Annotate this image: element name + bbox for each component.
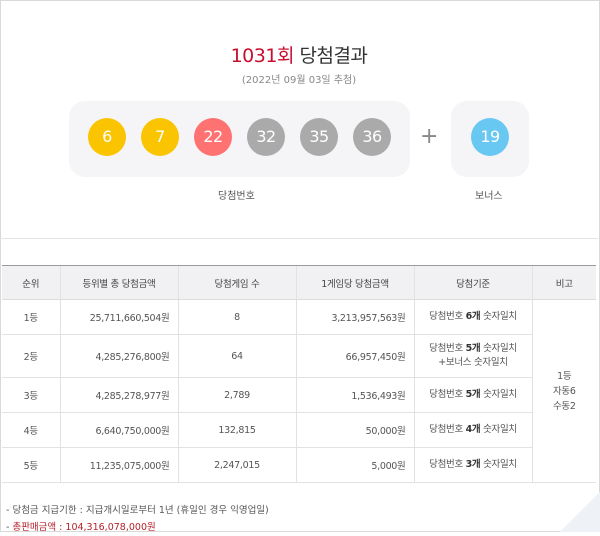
- prize-per-game-cell: 66,957,450원: [295, 334, 414, 378]
- criteria-suffix: 숫자일치: [480, 389, 517, 400]
- remark-line: 1등: [557, 370, 572, 382]
- winning-numbers-label: 당첨번호: [218, 191, 255, 202]
- payment-deadline-note: 당첨금 지급기한 : 지급개시일로부터 1년 (휴일인 경우 익영업일): [12, 505, 269, 516]
- table-header-row: 순위 등위별 총 당첨금액 당첨게임 수 1게임당 당첨금액 당첨기준 비고: [2, 265, 596, 300]
- remark-line: 수동2: [552, 400, 576, 412]
- criteria-cell: 당첨번호 6개 숫자일치: [413, 299, 532, 335]
- criteria-prefix: 당첨번호: [429, 343, 466, 354]
- winner-count-cell: 132,815: [177, 412, 296, 448]
- col-header-remark: 비고: [531, 265, 596, 300]
- table-row: 4등 6,640,750,000원 132,815 50,000원 당첨번호 4…: [2, 412, 596, 448]
- winning-ball: 6: [88, 118, 126, 156]
- winner-count-cell: 2,789: [177, 377, 296, 413]
- col-header-total-prize: 등위별 총 당첨금액: [59, 265, 178, 300]
- criteria-suffix: 숫자일치: [480, 424, 517, 435]
- winning-ball: 22: [194, 118, 232, 156]
- criteria-count: 5개: [465, 389, 481, 400]
- criteria-cell: 당첨번호 3개 숫자일치: [413, 447, 532, 483]
- page-title: 1031회 당첨결과: [0, 41, 598, 68]
- remark-cell: 1등 자동6 수동2: [531, 299, 596, 483]
- criteria-prefix: 당첨번호: [429, 459, 466, 470]
- criteria-count: 6개: [465, 311, 481, 322]
- rank-cell: 2등: [2, 334, 60, 378]
- winning-ball: 32: [247, 118, 285, 156]
- prize-table: 순위 등위별 총 당첨금액 당첨게임 수 1게임당 당첨금액 당첨기준 비고 1…: [2, 265, 596, 483]
- table-row: 2등 4,285,276,800원 64 66,957,450원 당첨번호 5개…: [2, 334, 596, 378]
- table-row: 5등 11,235,075,000원 2,247,015 5,000원 당첨번호…: [2, 447, 596, 483]
- criteria-cell: 당첨번호 5개 숫자일치: [413, 377, 532, 413]
- plus-sign: +: [420, 124, 439, 149]
- remark-line: 자동6: [552, 385, 576, 397]
- winner-count-cell: 64: [177, 334, 296, 378]
- total-prize-cell: 4,285,278,977원: [59, 377, 178, 413]
- criteria-prefix: 당첨번호: [429, 389, 466, 400]
- winning-ball: 35: [300, 118, 338, 156]
- col-header-winner-count: 당첨게임 수: [177, 265, 296, 300]
- winner-count-cell: 2,247,015: [177, 447, 296, 483]
- col-header-prize-per-game: 1게임당 당첨금액: [295, 265, 414, 300]
- criteria-prefix: 당첨번호: [429, 424, 466, 435]
- total-sales-note: 총판매금액 : 104,316,078,000원: [12, 522, 156, 533]
- rank-cell: 4등: [2, 412, 60, 448]
- criteria-count: 4개: [465, 424, 481, 435]
- bonus-label: 보너스: [475, 191, 503, 202]
- total-prize-cell: 4,285,276,800원: [59, 334, 178, 378]
- bonus-ball: 19: [471, 118, 509, 156]
- prize-per-game-cell: 50,000원: [295, 412, 414, 448]
- footer-notes: - 당첨금 지급기한 : 지급개시일로부터 1년 (휴일인 경우 익영업일) -…: [6, 502, 269, 536]
- round-number: 1031회: [230, 45, 295, 67]
- table-row: 1등 25,711,660,504원 8 3,213,957,563원 당첨번호…: [2, 299, 596, 483]
- col-header-rank: 순위: [2, 265, 60, 300]
- col-header-criteria: 당첨기준: [413, 265, 532, 300]
- total-prize-cell: 11,235,075,000원: [59, 447, 178, 483]
- prize-per-game-cell: 5,000원: [295, 447, 414, 483]
- prize-per-game-cell: 3,213,957,563원: [295, 299, 414, 335]
- result-header-section: 1031회 당첨결과 (2022년 09월 03일 추첨) 6 7 22 32 …: [0, 0, 598, 239]
- total-prize-cell: 6,640,750,000원: [59, 412, 178, 448]
- criteria-bonus-line: +보너스 숫자일치: [438, 357, 508, 368]
- title-suffix: 당첨결과: [299, 45, 368, 67]
- draw-date: (2022년 09월 03일 추첨): [241, 75, 357, 86]
- criteria-count: 5개: [465, 343, 481, 354]
- criteria-prefix: 당첨번호: [429, 311, 466, 322]
- bullet-icon: -: [6, 505, 13, 516]
- criteria-cell: 당첨번호 5개 숫자일치 +보너스 숫자일치: [413, 334, 532, 378]
- criteria-suffix: 숫자일치: [480, 459, 517, 470]
- prize-per-game-cell: 1,536,493원: [295, 377, 414, 413]
- rank-cell: 3등: [2, 377, 60, 413]
- rank-cell: 5등: [2, 447, 60, 483]
- table-row: 3등 4,285,278,977원 2,789 1,536,493원 당첨번호 …: [2, 377, 596, 413]
- criteria-count: 3개: [465, 459, 481, 470]
- winner-count-cell: 8: [177, 299, 296, 335]
- rank-cell: 1등: [2, 299, 60, 335]
- criteria-suffix: 숫자일치: [480, 343, 517, 354]
- decorative-corner: [560, 492, 600, 532]
- criteria-cell: 당첨번호 4개 숫자일치: [413, 412, 532, 448]
- winning-ball: 36: [353, 118, 391, 156]
- bullet-icon: -: [6, 522, 13, 533]
- criteria-suffix: 숫자일치: [480, 311, 517, 322]
- winning-ball: 7: [141, 118, 179, 156]
- total-prize-cell: 25,711,660,504원: [59, 299, 178, 335]
